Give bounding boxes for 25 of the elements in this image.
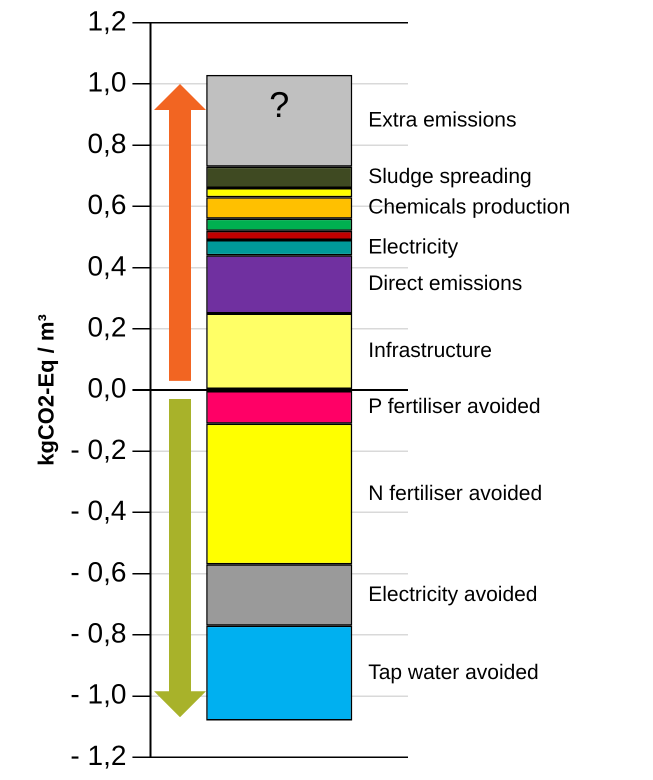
y-tick-label: 0,0	[87, 372, 126, 404]
series-label: Direct emissions	[368, 272, 522, 296]
y-tick-label: - 0,6	[70, 556, 126, 588]
y-tick-label: - 0,8	[70, 618, 126, 649]
series-label: Tap water avoided	[368, 660, 539, 684]
y-tick-label: 1,2	[87, 6, 126, 37]
y-tick-label: - 1,2	[70, 740, 126, 771]
y-tick-label: - 0,2	[70, 434, 126, 465]
series-label: Chemicals production	[368, 196, 570, 219]
series-label: Sludge spreading	[368, 165, 532, 188]
annotation: ?	[269, 84, 290, 125]
y-tick-label: 1,0	[87, 66, 126, 98]
series-label: Infrastructure	[368, 339, 492, 362]
series-label: Electricity	[368, 236, 459, 259]
y-tick-label: 0,2	[87, 312, 126, 343]
y-axis-title: kgCO2-Eq / m³	[33, 314, 58, 466]
y-tick-label: 0,8	[87, 128, 126, 159]
y-tick-label: - 1,0	[70, 678, 126, 710]
y-tick-label: - 0,4	[70, 495, 126, 526]
series-label: Electricity avoided	[368, 582, 538, 606]
y-tick-label: 0,4	[87, 250, 126, 282]
series-label: P fertiliser avoided	[368, 395, 541, 418]
series-label: N fertiliser avoided	[368, 482, 542, 505]
series-label: Extra emissions	[368, 108, 516, 132]
y-tick-label: 0,6	[87, 189, 126, 220]
